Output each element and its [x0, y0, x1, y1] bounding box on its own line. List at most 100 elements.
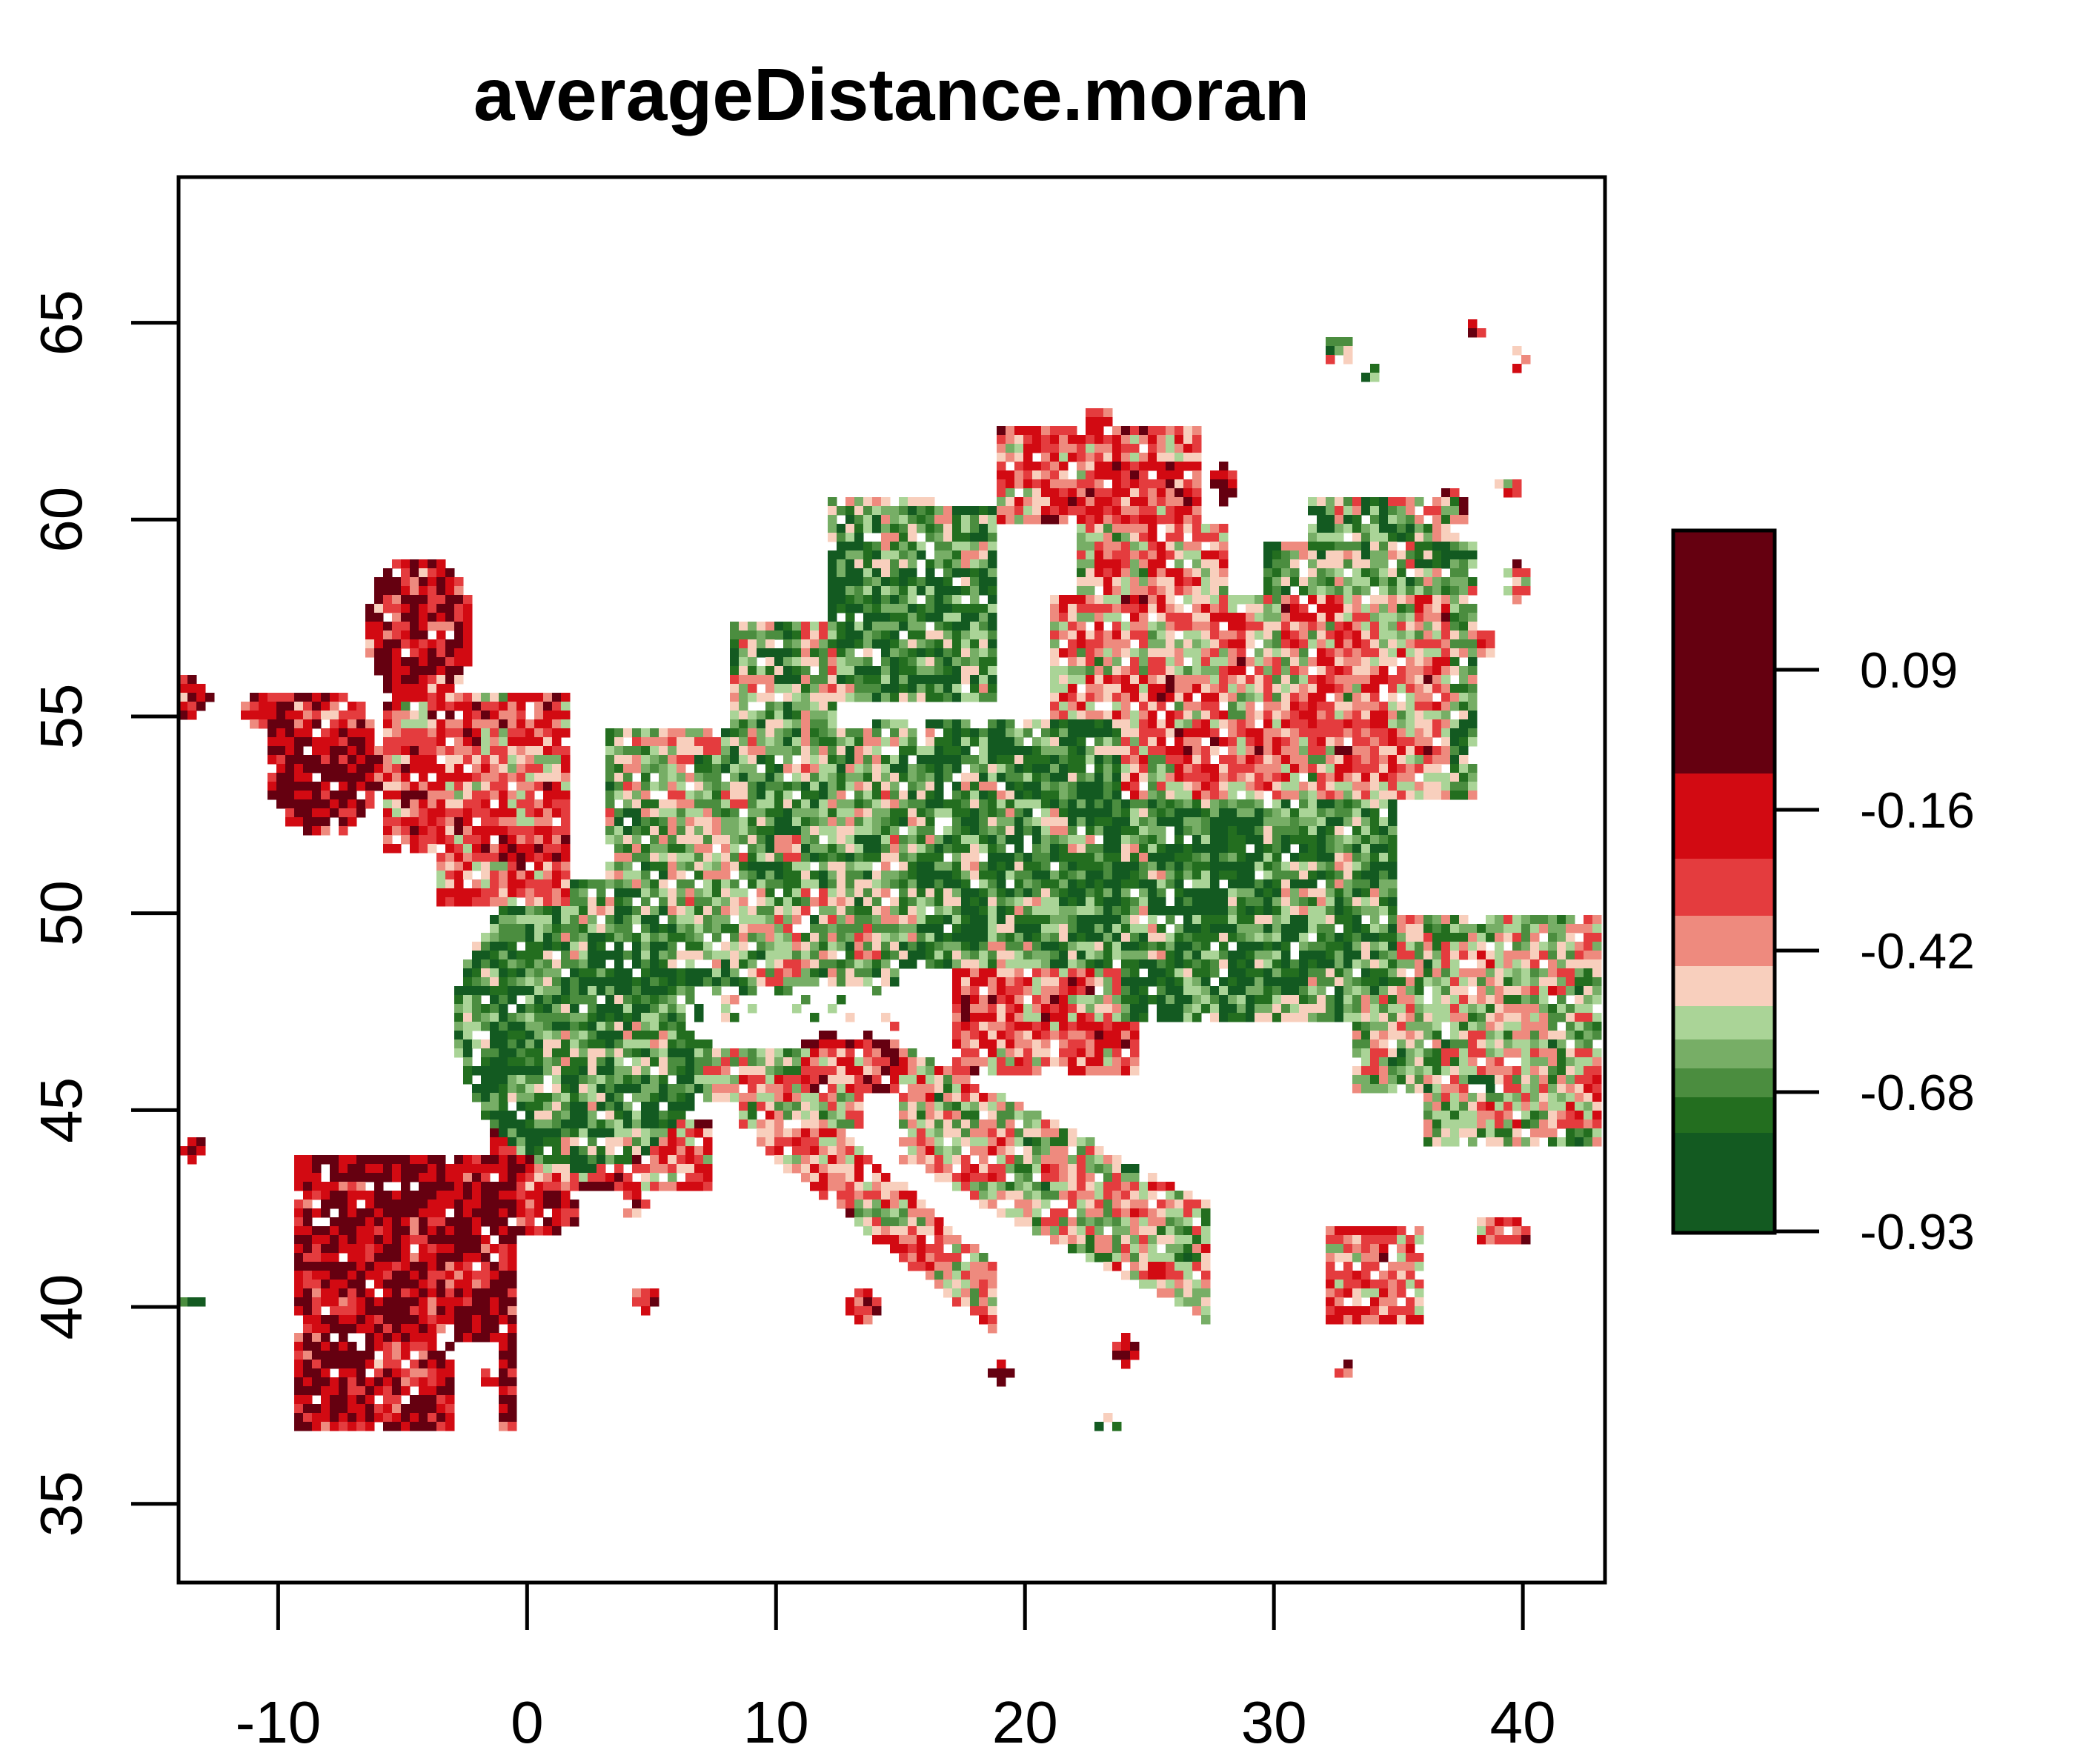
- raster-cell: [1174, 764, 1184, 773]
- raster-cell: [428, 622, 437, 631]
- raster-cell: [1450, 702, 1460, 711]
- raster-cell: [463, 835, 473, 845]
- raster-cell: [436, 737, 446, 747]
- raster-cell: [1423, 613, 1433, 622]
- raster-cell: [276, 799, 286, 809]
- raster-cell: [801, 933, 811, 942]
- raster-cell: [490, 755, 499, 765]
- raster-cell: [1326, 604, 1335, 613]
- raster-cell: [1441, 728, 1451, 738]
- raster-cell: [1459, 764, 1469, 773]
- raster-cell: [801, 711, 811, 720]
- raster-cell: [1121, 462, 1131, 471]
- raster-cell: [1228, 639, 1237, 649]
- raster-cell: [1183, 808, 1193, 818]
- raster-cell: [1121, 622, 1131, 631]
- raster-cell: [1299, 942, 1309, 951]
- raster-cell: [1014, 764, 1024, 773]
- raster-cell: [356, 799, 366, 809]
- raster-cell: [926, 826, 935, 836]
- raster-cell: [952, 924, 962, 934]
- raster-cell: [1290, 897, 1300, 907]
- raster-cell: [1272, 622, 1282, 631]
- raster-cell: [1370, 515, 1380, 525]
- raster-cell: [1281, 844, 1291, 854]
- raster-cell: [961, 613, 971, 622]
- raster-cell: [1014, 737, 1024, 747]
- raster-cell: [685, 951, 695, 960]
- raster-cell: [1343, 915, 1353, 925]
- raster-cell: [1299, 631, 1309, 640]
- raster-cell: [445, 871, 455, 880]
- raster-cell: [1157, 444, 1166, 453]
- raster-cell: [1112, 897, 1122, 907]
- raster-cell: [1379, 871, 1389, 880]
- raster-cell: [1041, 826, 1051, 836]
- raster-cell: [1326, 915, 1335, 925]
- raster-cell: [917, 755, 926, 765]
- raster-cell: [677, 906, 686, 916]
- raster-cell: [1379, 666, 1389, 676]
- raster-cell: [694, 746, 704, 756]
- raster-cell: [845, 728, 855, 738]
- raster-cell: [1352, 568, 1362, 578]
- raster-cell: [1174, 577, 1184, 587]
- raster-cell: [534, 942, 544, 951]
- raster-cell: [641, 906, 651, 916]
- raster-cell: [348, 764, 357, 773]
- raster-cell: [1050, 871, 1060, 880]
- raster-cell: [659, 737, 668, 747]
- raster-cell: [481, 933, 491, 942]
- raster-cell: [1139, 791, 1149, 800]
- raster-cell: [1112, 577, 1122, 587]
- raster-cell: [1388, 924, 1398, 934]
- raster-cell: [1183, 497, 1193, 507]
- raster-cell: [436, 764, 446, 773]
- raster-cell: [1112, 879, 1122, 889]
- raster-cell: [1192, 550, 1202, 560]
- raster-cell: [1112, 711, 1122, 720]
- raster-cell: [1317, 613, 1326, 622]
- raster-cell: [1059, 808, 1069, 818]
- raster-cell: [1201, 826, 1211, 836]
- raster-cell: [445, 862, 455, 871]
- raster-cell: [276, 711, 286, 720]
- raster-cell: [854, 755, 864, 765]
- raster-cell: [1343, 746, 1353, 756]
- raster-cell: [561, 915, 571, 925]
- raster-cell: [1468, 648, 1478, 658]
- raster-cell: [926, 808, 935, 818]
- raster-cell: [1201, 773, 1211, 782]
- raster-cell: [1263, 888, 1273, 898]
- raster-cell: [1406, 773, 1415, 782]
- raster-cell: [401, 782, 411, 791]
- raster-cell: [1379, 844, 1389, 854]
- raster-cell: [961, 622, 971, 631]
- raster-cell: [1228, 835, 1237, 845]
- raster-cell: [454, 755, 464, 765]
- raster-cell: [419, 684, 428, 693]
- raster-cell: [872, 622, 882, 631]
- raster-cell: [694, 888, 704, 898]
- raster-cell: [481, 888, 491, 898]
- raster-cell: [1246, 684, 1255, 693]
- raster-cell: [899, 879, 908, 889]
- raster-cell: [1130, 782, 1140, 791]
- raster-cell: [1415, 755, 1424, 765]
- raster-cell: [961, 506, 971, 516]
- raster-cell: [339, 746, 348, 756]
- raster-cell: [1121, 426, 1131, 436]
- raster-cell: [988, 550, 997, 560]
- raster-cell: [597, 897, 606, 907]
- raster-cell: [303, 791, 313, 800]
- raster-cell: [410, 746, 419, 756]
- raster-cell: [739, 764, 748, 773]
- raster-cell: [1477, 933, 1486, 942]
- raster-cell: [419, 568, 428, 578]
- raster-cell: [1219, 693, 1229, 702]
- raster-cell: [952, 791, 962, 800]
- raster-cell: [1290, 622, 1300, 631]
- raster-cell: [819, 924, 828, 934]
- raster-cell: [1290, 702, 1300, 711]
- raster-cell: [436, 613, 446, 622]
